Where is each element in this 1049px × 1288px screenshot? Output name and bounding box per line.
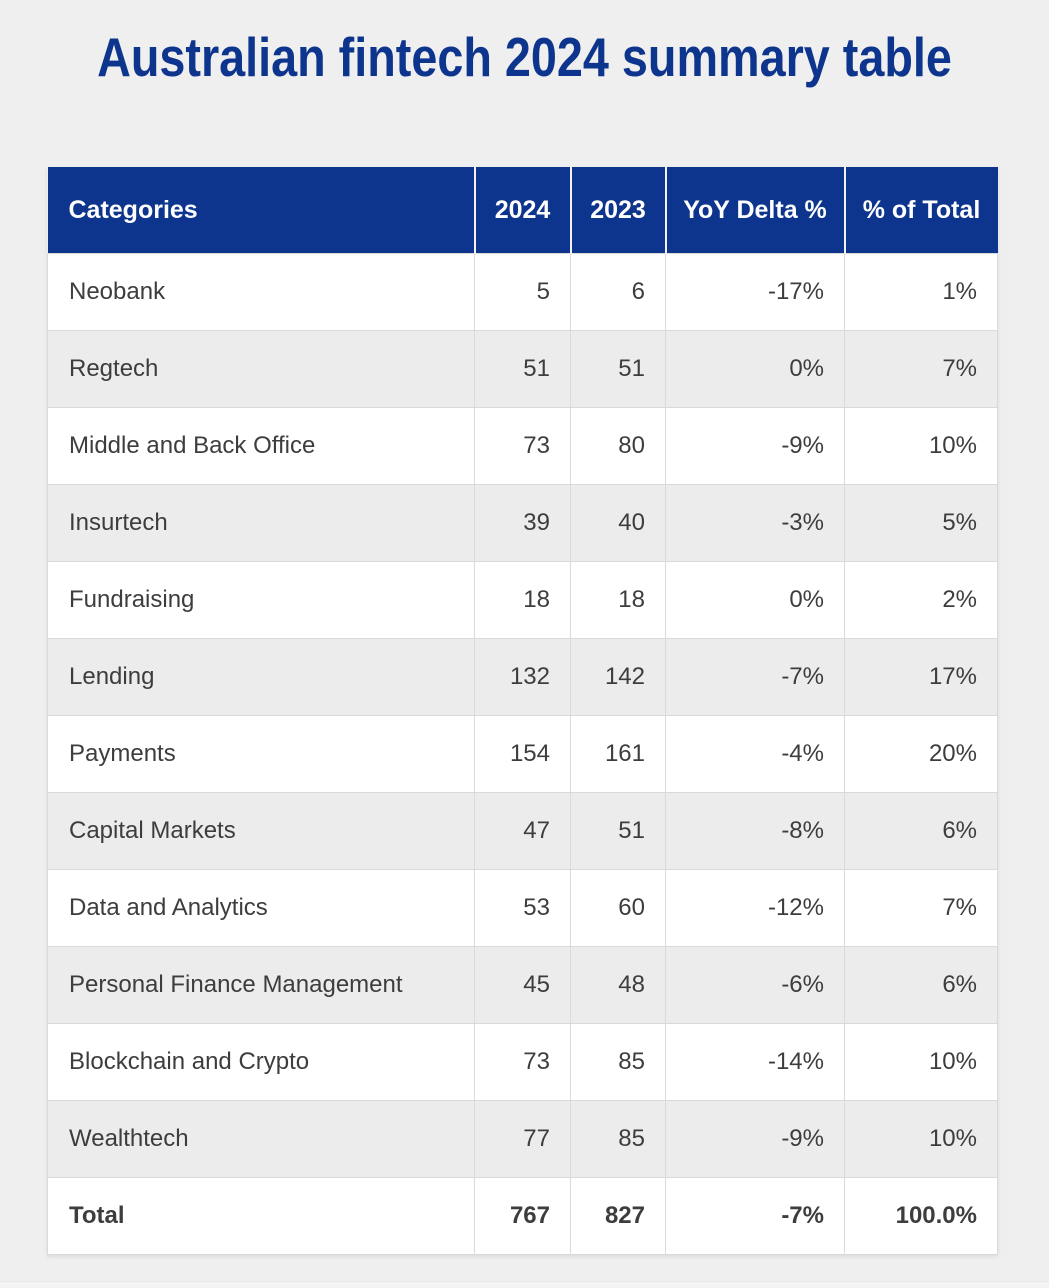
cell-yoy-delta: -17% — [665, 253, 845, 331]
cell-category: Regtech — [47, 330, 475, 408]
total-label: Total — [47, 1177, 475, 1255]
cell-of-total: 7% — [844, 330, 998, 408]
cell-2023: 51 — [570, 792, 666, 870]
total-of-total: 100.0% — [844, 1177, 998, 1255]
cell-2024: 39 — [474, 484, 571, 562]
cell-2024: 47 — [474, 792, 571, 870]
cell-2023: 51 — [570, 330, 666, 408]
cell-2023: 80 — [570, 407, 666, 485]
cell-2023: 18 — [570, 561, 666, 639]
total-2024: 767 — [474, 1177, 571, 1255]
cell-category: Payments — [47, 715, 475, 793]
total-2023: 827 — [570, 1177, 666, 1255]
cell-of-total: 7% — [844, 869, 998, 947]
cell-2024: 77 — [474, 1100, 571, 1178]
cell-category: Personal Finance Management — [47, 946, 475, 1024]
cell-2023: 60 — [570, 869, 666, 947]
cell-category: Wealthtech — [47, 1100, 475, 1178]
cell-category: Middle and Back Office — [47, 407, 475, 485]
cell-yoy-delta: -6% — [665, 946, 845, 1024]
cell-2023: 48 — [570, 946, 666, 1024]
table-row: Capital Markets 47 51 -8% 6% — [47, 792, 998, 870]
cell-yoy-delta: 0% — [665, 561, 845, 639]
cell-2024: 45 — [474, 946, 571, 1024]
cell-yoy-delta: 0% — [665, 330, 845, 408]
cell-category: Fundraising — [47, 561, 475, 639]
col-header-categories: Categories — [47, 167, 475, 254]
cell-2023: 142 — [570, 638, 666, 716]
cell-2023: 40 — [570, 484, 666, 562]
cell-yoy-delta: -8% — [665, 792, 845, 870]
cell-of-total: 17% — [844, 638, 998, 716]
table-row: Fundraising 18 18 0% 2% — [47, 561, 998, 639]
cell-2024: 53 — [474, 869, 571, 947]
header-row: Categories 2024 2023 YoY Delta %% of Total — [47, 167, 998, 254]
cell-yoy-delta: -3% — [665, 484, 845, 562]
table-body: Neobank 5 6 -17% 1% Regtech 51 51 0% 7% Middle and… — [47, 253, 998, 1255]
cell-of-total: 5% — [844, 484, 998, 562]
table-row: Insurtech 39 40 -3% 5% — [47, 484, 998, 562]
cell-of-total: 10% — [844, 1023, 998, 1101]
cell-2023: 85 — [570, 1023, 666, 1101]
table-row: Neobank 5 6 -17% 1% — [47, 253, 998, 331]
col-header-of-total: % of Total — [843, 167, 998, 254]
table-row: Payments 154 161 -4% 20% — [47, 715, 998, 793]
table-row: Blockchain and Crypto 73 85 -14% 10% — [47, 1023, 998, 1101]
cell-of-total: 6% — [844, 946, 998, 1024]
cell-2023: 161 — [570, 715, 666, 793]
cell-category: Blockchain and Crypto — [47, 1023, 475, 1101]
cell-yoy-delta: -14% — [665, 1023, 845, 1101]
page-title: Australian fintech 2024 summary table — [97, 26, 952, 88]
table-row: Data and Analytics 53 60 -12% 7% — [47, 869, 998, 947]
cell-category: Capital Markets — [47, 792, 475, 870]
total-row: Total 767 827 -7% 100.0% — [47, 1177, 998, 1255]
cell-of-total: 10% — [844, 407, 998, 485]
col-header-2023: 2023 — [569, 167, 666, 254]
cell-category: Neobank — [47, 253, 475, 331]
cell-2023: 6 — [570, 253, 666, 331]
cell-of-total: 10% — [844, 1100, 998, 1178]
cell-of-total: 6% — [844, 792, 998, 870]
table-row: Lending 132 142 -7% 17% — [47, 638, 998, 716]
cell-category: Lending — [47, 638, 475, 716]
table-row: Regtech 51 51 0% 7% — [47, 330, 998, 408]
cell-of-total: 2% — [844, 561, 998, 639]
cell-2024: 5 — [474, 253, 571, 331]
cell-2023: 85 — [570, 1100, 666, 1178]
footer-strip — [0, 1281, 1049, 1288]
cell-2024: 18 — [474, 561, 571, 639]
cell-category: Data and Analytics — [47, 869, 475, 947]
table-row: Middle and Back Office 73 80 -9% 10% — [47, 407, 998, 485]
cell-2024: 51 — [474, 330, 571, 408]
cell-of-total: 1% — [844, 253, 998, 331]
table-row: Wealthtech 77 85 -9% 10% — [47, 1100, 998, 1178]
cell-2024: 132 — [474, 638, 571, 716]
cell-category: Insurtech — [47, 484, 475, 562]
cell-2024: 154 — [474, 715, 571, 793]
fintech-summary-table: Categories 2024 2023 YoY Delta %% of Total … — [47, 167, 998, 1255]
table-row: Personal Finance Management 45 48 -6% 6% — [47, 946, 998, 1024]
cell-yoy-delta: -4% — [665, 715, 845, 793]
cell-yoy-delta: -9% — [665, 407, 845, 485]
cell-yoy-delta: -12% — [665, 869, 845, 947]
col-header-2024: 2024 — [473, 167, 571, 254]
cell-yoy-delta: -9% — [665, 1100, 845, 1178]
cell-of-total: 20% — [844, 715, 998, 793]
total-yoy-delta: -7% — [665, 1177, 845, 1255]
cell-2024: 73 — [474, 407, 571, 485]
cell-2024: 73 — [474, 1023, 571, 1101]
col-header-yoy-delta: YoY Delta % — [664, 167, 845, 254]
cell-yoy-delta: -7% — [665, 638, 845, 716]
